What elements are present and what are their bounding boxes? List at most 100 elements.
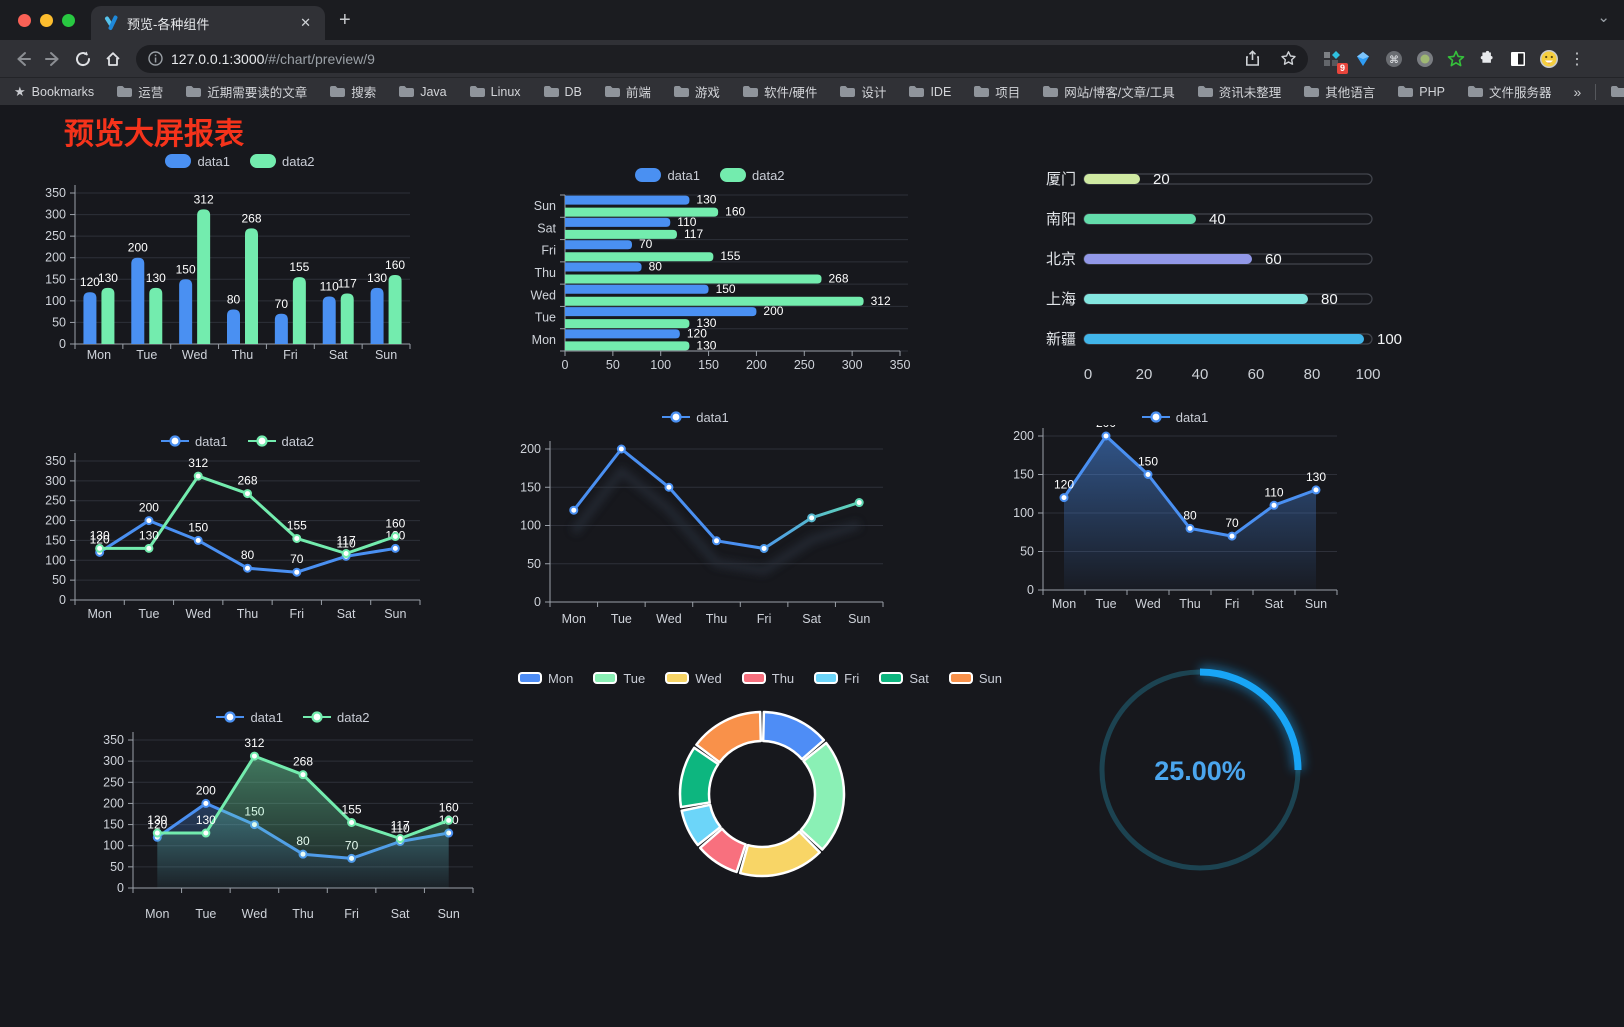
bar[interactable]	[565, 296, 864, 306]
data-point[interactable]	[201, 828, 211, 838]
back-button[interactable]	[8, 45, 38, 73]
data-point[interactable]	[243, 563, 252, 573]
bar[interactable]	[565, 341, 690, 351]
address-bar[interactable]: 127.0.0.1:3000/#/chart/preview/9	[136, 44, 1308, 73]
bookmark-folder[interactable]: Java	[398, 85, 447, 99]
legend-item[interactable]: Wed	[665, 671, 722, 686]
bookmark-folder[interactable]: IDE	[908, 85, 951, 99]
bookmark-folder[interactable]: 文件服务器	[1467, 82, 1551, 101]
bookmark-folder[interactable]: 游戏	[673, 82, 720, 101]
data-point[interactable]	[807, 513, 817, 523]
pie-slice[interactable]	[799, 741, 846, 851]
bar[interactable]	[149, 287, 163, 344]
data-point[interactable]	[616, 444, 626, 454]
bar[interactable]	[227, 309, 240, 344]
tab-search-chevron-icon[interactable]: ⌄	[1597, 9, 1610, 26]
data-point[interactable]	[347, 817, 357, 827]
bar[interactable]	[565, 195, 690, 205]
legend-item[interactable]: data2	[250, 154, 315, 169]
data-point[interactable]	[201, 798, 211, 808]
data-point[interactable]	[1311, 485, 1321, 495]
data-point[interactable]	[854, 498, 864, 508]
data-point[interactable]	[298, 770, 308, 780]
bookmarks-overflow-chevron[interactable]: »	[1573, 83, 1582, 100]
data-point[interactable]	[1269, 500, 1279, 510]
bar[interactable]	[340, 293, 354, 344]
bookmark-folder[interactable]: 运营	[116, 82, 163, 101]
bookmark-folder[interactable]: 项目	[973, 82, 1020, 101]
data-point[interactable]	[390, 531, 400, 541]
bar[interactable]	[565, 319, 690, 329]
bar[interactable]	[565, 307, 757, 317]
progress-bar[interactable]	[1084, 334, 1364, 344]
bar[interactable]	[565, 229, 677, 239]
other-bookmarks-folder[interactable]: 其他书签	[1610, 82, 1624, 101]
bar[interactable]	[565, 252, 714, 262]
data-point[interactable]	[712, 536, 721, 546]
pie-slice[interactable]	[680, 803, 722, 847]
extension-command-icon[interactable]: ⌘	[1382, 47, 1406, 71]
bookmark-folder[interactable]: 设计	[839, 82, 886, 101]
data-point[interactable]	[390, 543, 400, 553]
extension-star-icon[interactable]	[1444, 47, 1468, 71]
legend-item[interactable]: data1	[1141, 410, 1208, 425]
legend-item[interactable]: data1	[662, 410, 729, 425]
bookmark-folder[interactable]: 软件/硬件	[742, 82, 817, 101]
data-point[interactable]	[1143, 470, 1153, 479]
data-point[interactable]	[444, 815, 454, 825]
browser-menu-icon[interactable]: ⋮	[1569, 50, 1585, 68]
extension-gem-icon[interactable]	[1351, 47, 1375, 71]
browser-tab[interactable]: 预览-各种组件 ✕	[91, 6, 325, 40]
puzzle-extensions-icon[interactable]	[1475, 47, 1499, 71]
pie-slice[interactable]	[695, 710, 763, 764]
tab-close-icon[interactable]: ✕	[300, 15, 311, 30]
bookmark-folder[interactable]: 搜索	[329, 82, 376, 101]
progress-bar[interactable]	[1084, 214, 1196, 224]
data-point[interactable]	[95, 543, 105, 553]
bar[interactable]	[322, 296, 336, 344]
bar[interactable]	[274, 313, 288, 344]
data-point[interactable]	[144, 543, 154, 553]
bar[interactable]	[245, 228, 258, 344]
home-button[interactable]	[98, 45, 128, 73]
data-point[interactable]	[144, 516, 154, 526]
data-point[interactable]	[1101, 431, 1111, 441]
bar[interactable]	[565, 274, 822, 284]
share-icon[interactable]	[1238, 46, 1266, 72]
theme-toggle-icon[interactable]	[1506, 47, 1530, 71]
window-close-button[interactable]	[18, 13, 31, 27]
bookmark-folder[interactable]: 前端	[604, 82, 651, 101]
legend-item[interactable]: data2	[303, 710, 370, 725]
bar[interactable]	[197, 209, 211, 344]
data-point[interactable]	[193, 471, 203, 481]
bar[interactable]	[565, 207, 719, 217]
pie-slice[interactable]	[738, 830, 821, 878]
progress-bar[interactable]	[1084, 294, 1308, 304]
data-point[interactable]	[292, 533, 302, 543]
data-point[interactable]	[1059, 493, 1069, 503]
bookmark-star-icon[interactable]	[1274, 46, 1302, 72]
legend-item[interactable]: data1	[635, 168, 700, 183]
bookmark-folder[interactable]: DB	[543, 85, 582, 99]
progress-bar[interactable]	[1084, 174, 1140, 184]
bookmark-folder[interactable]: 网站/博客/文章/工具	[1042, 82, 1175, 101]
bar[interactable]	[565, 217, 671, 227]
legend-item[interactable]: Fri	[814, 671, 859, 686]
window-minimize-button[interactable]	[40, 13, 53, 27]
legend-item[interactable]: Thu	[741, 671, 794, 686]
legend-item[interactable]: Mon	[518, 671, 573, 686]
window-zoom-button[interactable]	[62, 13, 75, 27]
bar[interactable]	[83, 292, 97, 344]
progress-bar[interactable]	[1084, 254, 1252, 264]
legend-item[interactable]: Sun	[948, 671, 1002, 686]
pie-slice[interactable]	[678, 746, 720, 809]
bar[interactable]	[565, 329, 680, 339]
legend-item[interactable]: data1	[165, 154, 230, 169]
data-point[interactable]	[292, 567, 302, 577]
forward-button[interactable]	[38, 45, 68, 73]
data-point[interactable]	[193, 535, 203, 545]
bar[interactable]	[131, 257, 145, 344]
bar[interactable]	[370, 287, 384, 344]
bookmark-folder[interactable]: 其他语言	[1303, 82, 1375, 101]
extension-circle-icon[interactable]	[1413, 47, 1437, 71]
